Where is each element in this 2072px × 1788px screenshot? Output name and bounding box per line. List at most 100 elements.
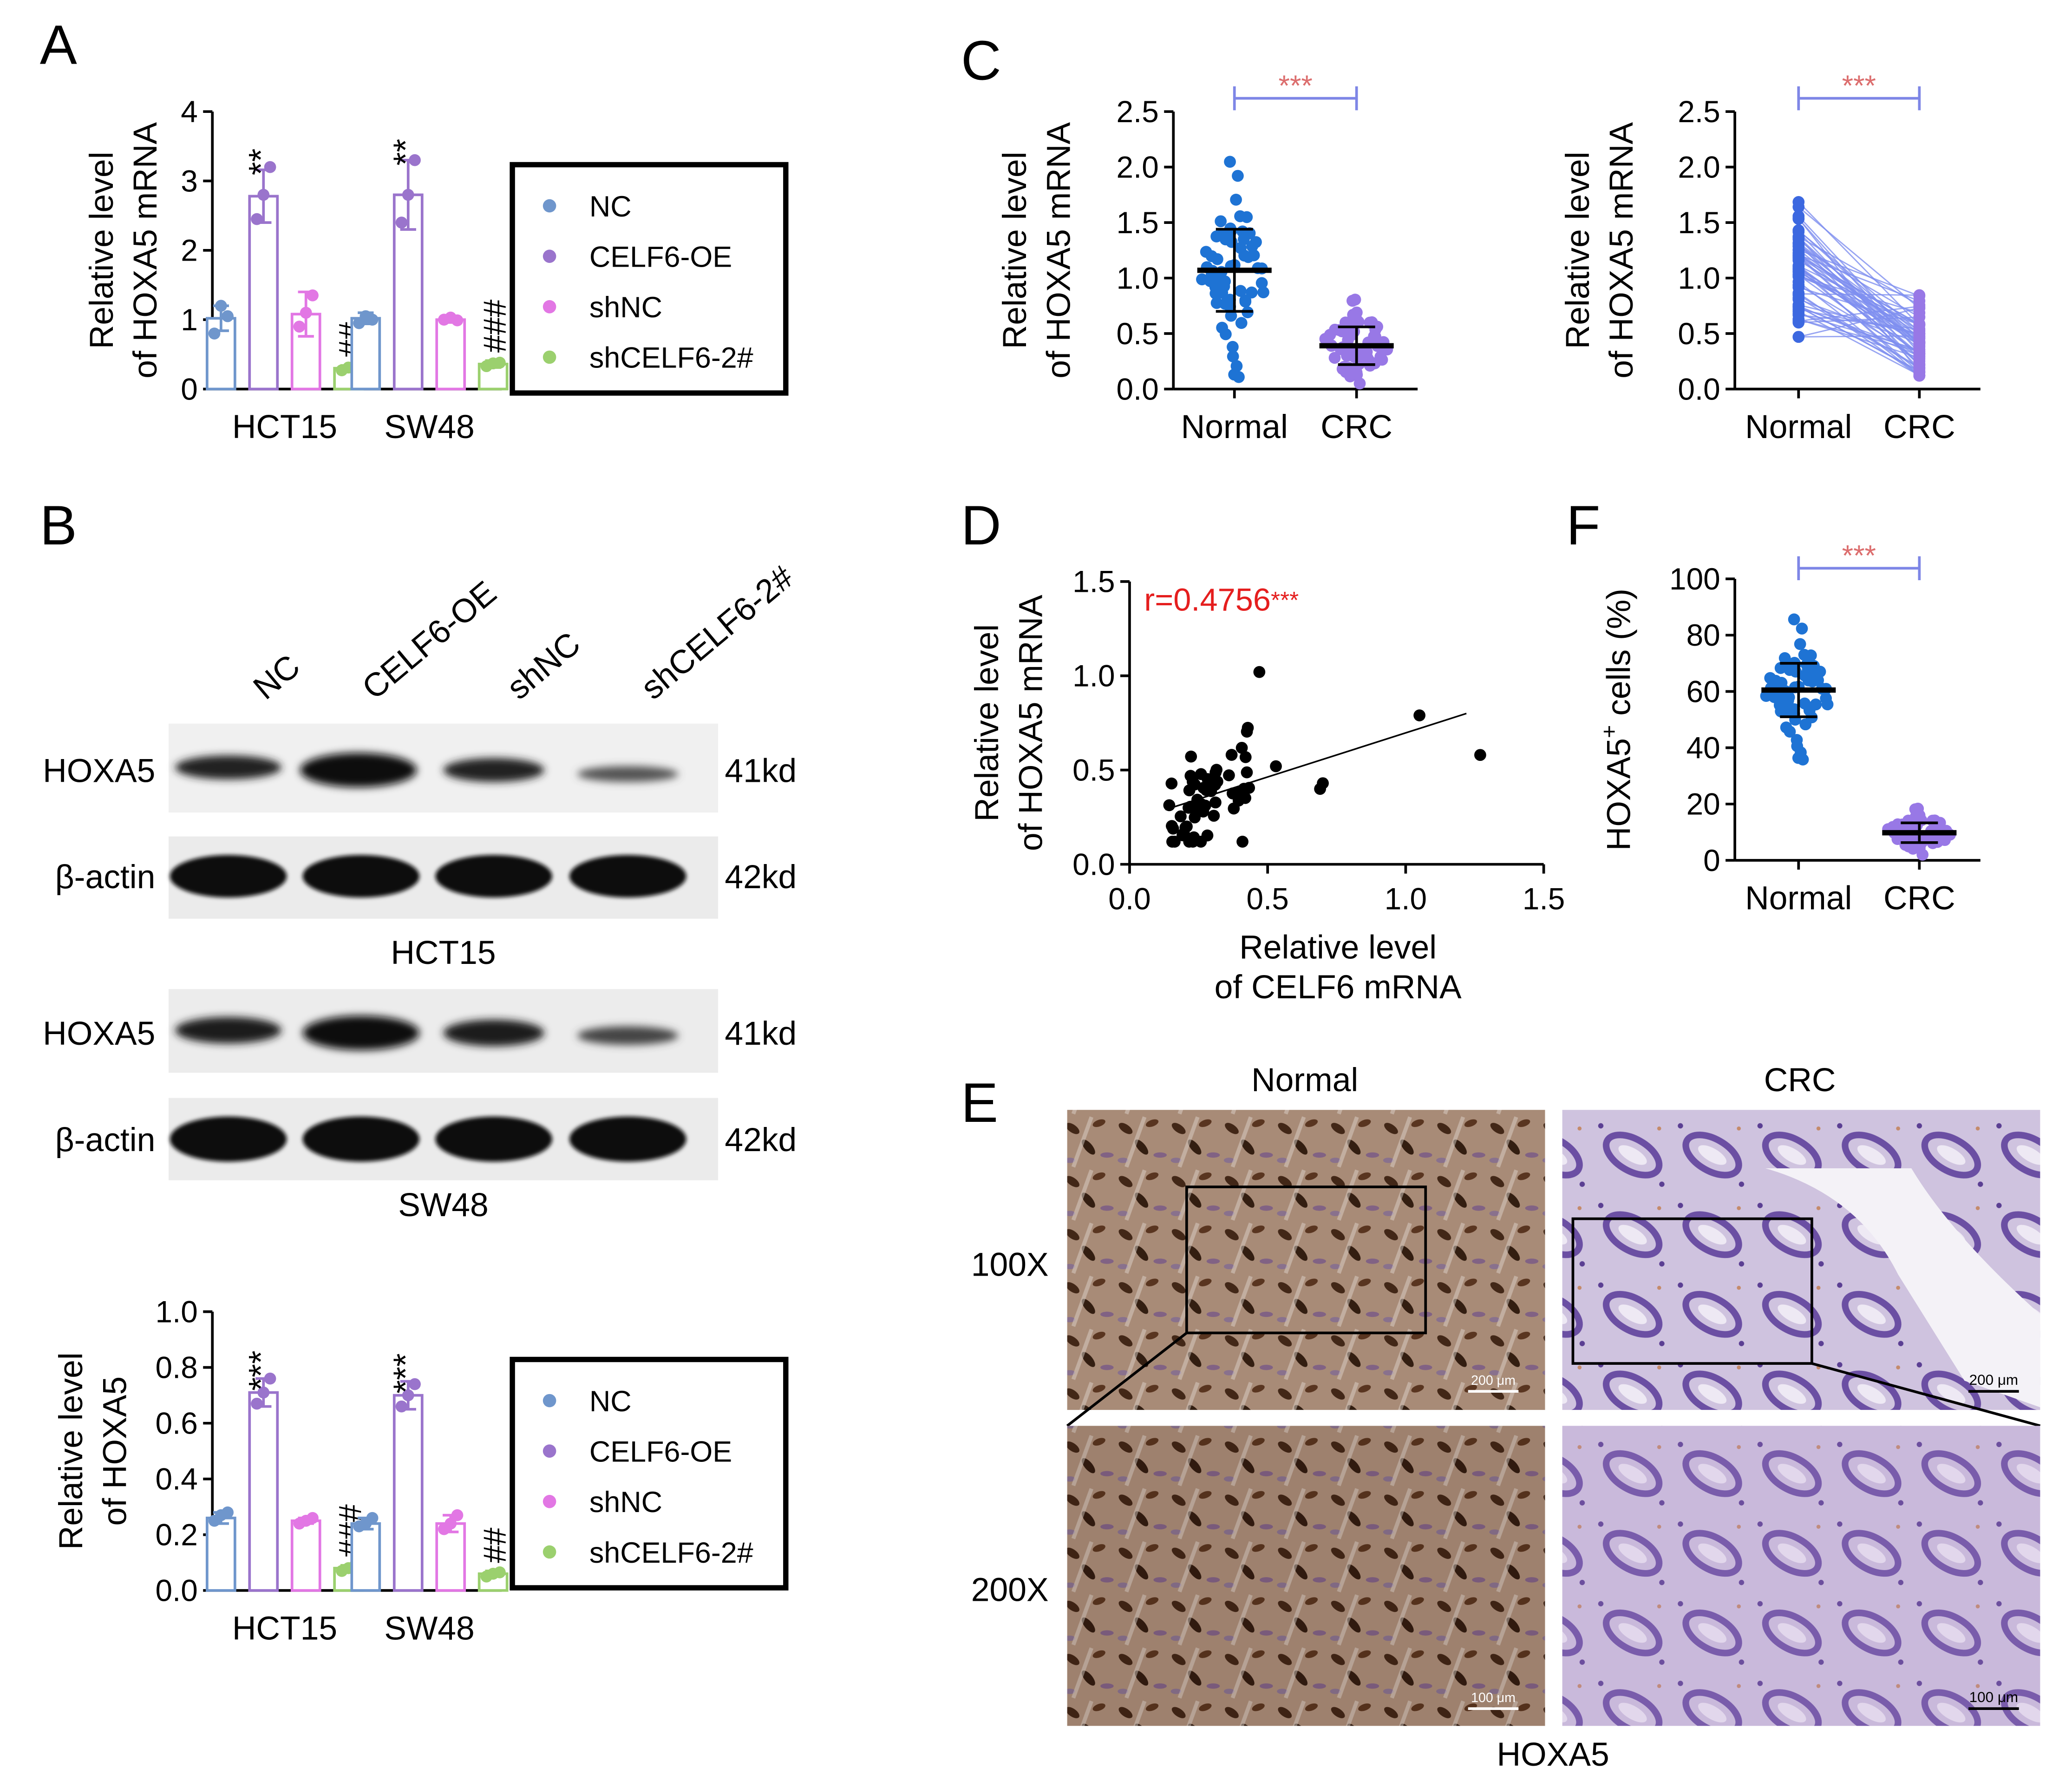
data-point [1227,787,1239,799]
x-tick-label: HCT15 [232,1610,337,1647]
data-point [293,321,306,333]
data-point [1195,836,1207,848]
data-point [1227,341,1239,353]
y-tick-label: 0 [1703,844,1720,878]
data-point [1257,286,1269,299]
data-point [222,310,234,322]
data-point [1792,210,1805,223]
y-axis-label: Relative level [996,151,1033,349]
paired-line [1798,307,1920,338]
y-tick-label: 2.0 [1116,151,1158,184]
legend-marker [543,350,556,364]
data-point [1209,796,1222,809]
bar [350,1522,381,1592]
data-point [251,1397,263,1410]
ihc-panel: Normal CRC 100X 200X 200 μm 200 μm 100 μ… [971,1061,2041,1773]
data-point [1792,299,1805,311]
data-point [1351,306,1363,319]
data-point [1319,333,1332,345]
ihc-row-100x: 100X [971,1246,1049,1283]
panel-letter-F: F [1566,494,1600,557]
y-tick-label: 2.0 [1678,151,1720,184]
data-point [1786,706,1798,718]
data-point [1225,749,1238,761]
ihc-row-200x: 200X [971,1572,1049,1609]
y-tick-label: 60 [1686,675,1720,708]
data-point [1241,726,1253,738]
data-point [264,1372,276,1385]
data-point [1792,288,1805,300]
x-tick-label: Normal [1181,408,1288,445]
lane-label-celf6-oe: CELF6-OE [355,574,503,707]
data-point [1796,622,1808,635]
data-point [1799,718,1812,731]
data-point [1232,170,1244,182]
data-point [1181,820,1193,833]
legend-box [510,162,789,396]
lane-label-shcelf6: shCELF6-2# [634,558,801,707]
data-point [1230,193,1242,206]
data-point [1792,331,1805,343]
scale-bar-label: 100 μm [1471,1690,1516,1705]
y-axis-label: of HOXA5 [96,1376,133,1526]
y-tick-label: 3 [181,164,198,198]
paired-line [1798,311,1920,376]
data-point [1166,836,1178,848]
x-tick-label: 0.0 [1108,882,1150,916]
y-tick-label: 0.0 [1072,847,1115,881]
x-tick-label: CRC [1883,880,1955,917]
data-point [1242,251,1255,263]
y-tick-label: 1.0 [1072,659,1115,693]
data-point [1336,325,1348,338]
data-point [451,314,464,327]
ihc-caption: HOXA5 [1497,1736,1609,1773]
paired-line [1798,271,1920,345]
legend-label: shNC [589,291,662,324]
data-point [1224,156,1236,168]
paired-line [1798,306,1920,373]
chart-B-quant: 0.0 0.2 0.4 0.6 0.8 1.0 Relative level of HOXA5… [52,1295,512,1647]
data-point [1798,648,1811,661]
data-point [1239,295,1252,308]
paired-line [1798,201,1920,326]
data-point [1241,766,1253,779]
x-axis-label: of CELF6 mRNA [1215,969,1462,1006]
data-point [1791,740,1804,753]
significance-label: ### [477,300,512,353]
panel-letter-C: C [961,30,1001,92]
data-point [1210,297,1223,309]
data-point [1204,275,1216,287]
significance-label: ## [477,1527,512,1563]
data-point [208,327,221,340]
data-point [402,189,414,201]
data-point [307,289,319,301]
data-point [1216,321,1228,334]
lane-label-shnc: shNC [500,625,587,707]
ihc-col-normal: Normal [1251,1061,1358,1099]
data-point [1764,672,1777,684]
data-point [1353,377,1366,390]
data-point [1253,666,1266,678]
bar [248,195,279,391]
data-point [1223,769,1235,781]
data-point [1175,810,1187,823]
data-point [395,216,408,229]
data-point [300,307,312,319]
legend-label: NC [589,190,632,223]
ihc-normal-100x [1067,1110,1545,1410]
paired-line [1798,256,1920,331]
data-point [1336,363,1349,375]
bar [248,1391,279,1592]
x-tick-label: 1.0 [1385,882,1427,916]
data-point [1792,233,1805,245]
y-tick-label: 1.5 [1116,206,1158,240]
data-point [1233,371,1245,383]
y-axis-label: of HOXA5 mRNA [1012,595,1049,851]
kd-label-4: 42kd [725,1121,797,1159]
x-tick-label: CRC [1883,408,1955,445]
x-tick-label: CRC [1320,408,1392,445]
data-point [494,1566,506,1578]
y-tick-label: 40 [1686,731,1720,765]
